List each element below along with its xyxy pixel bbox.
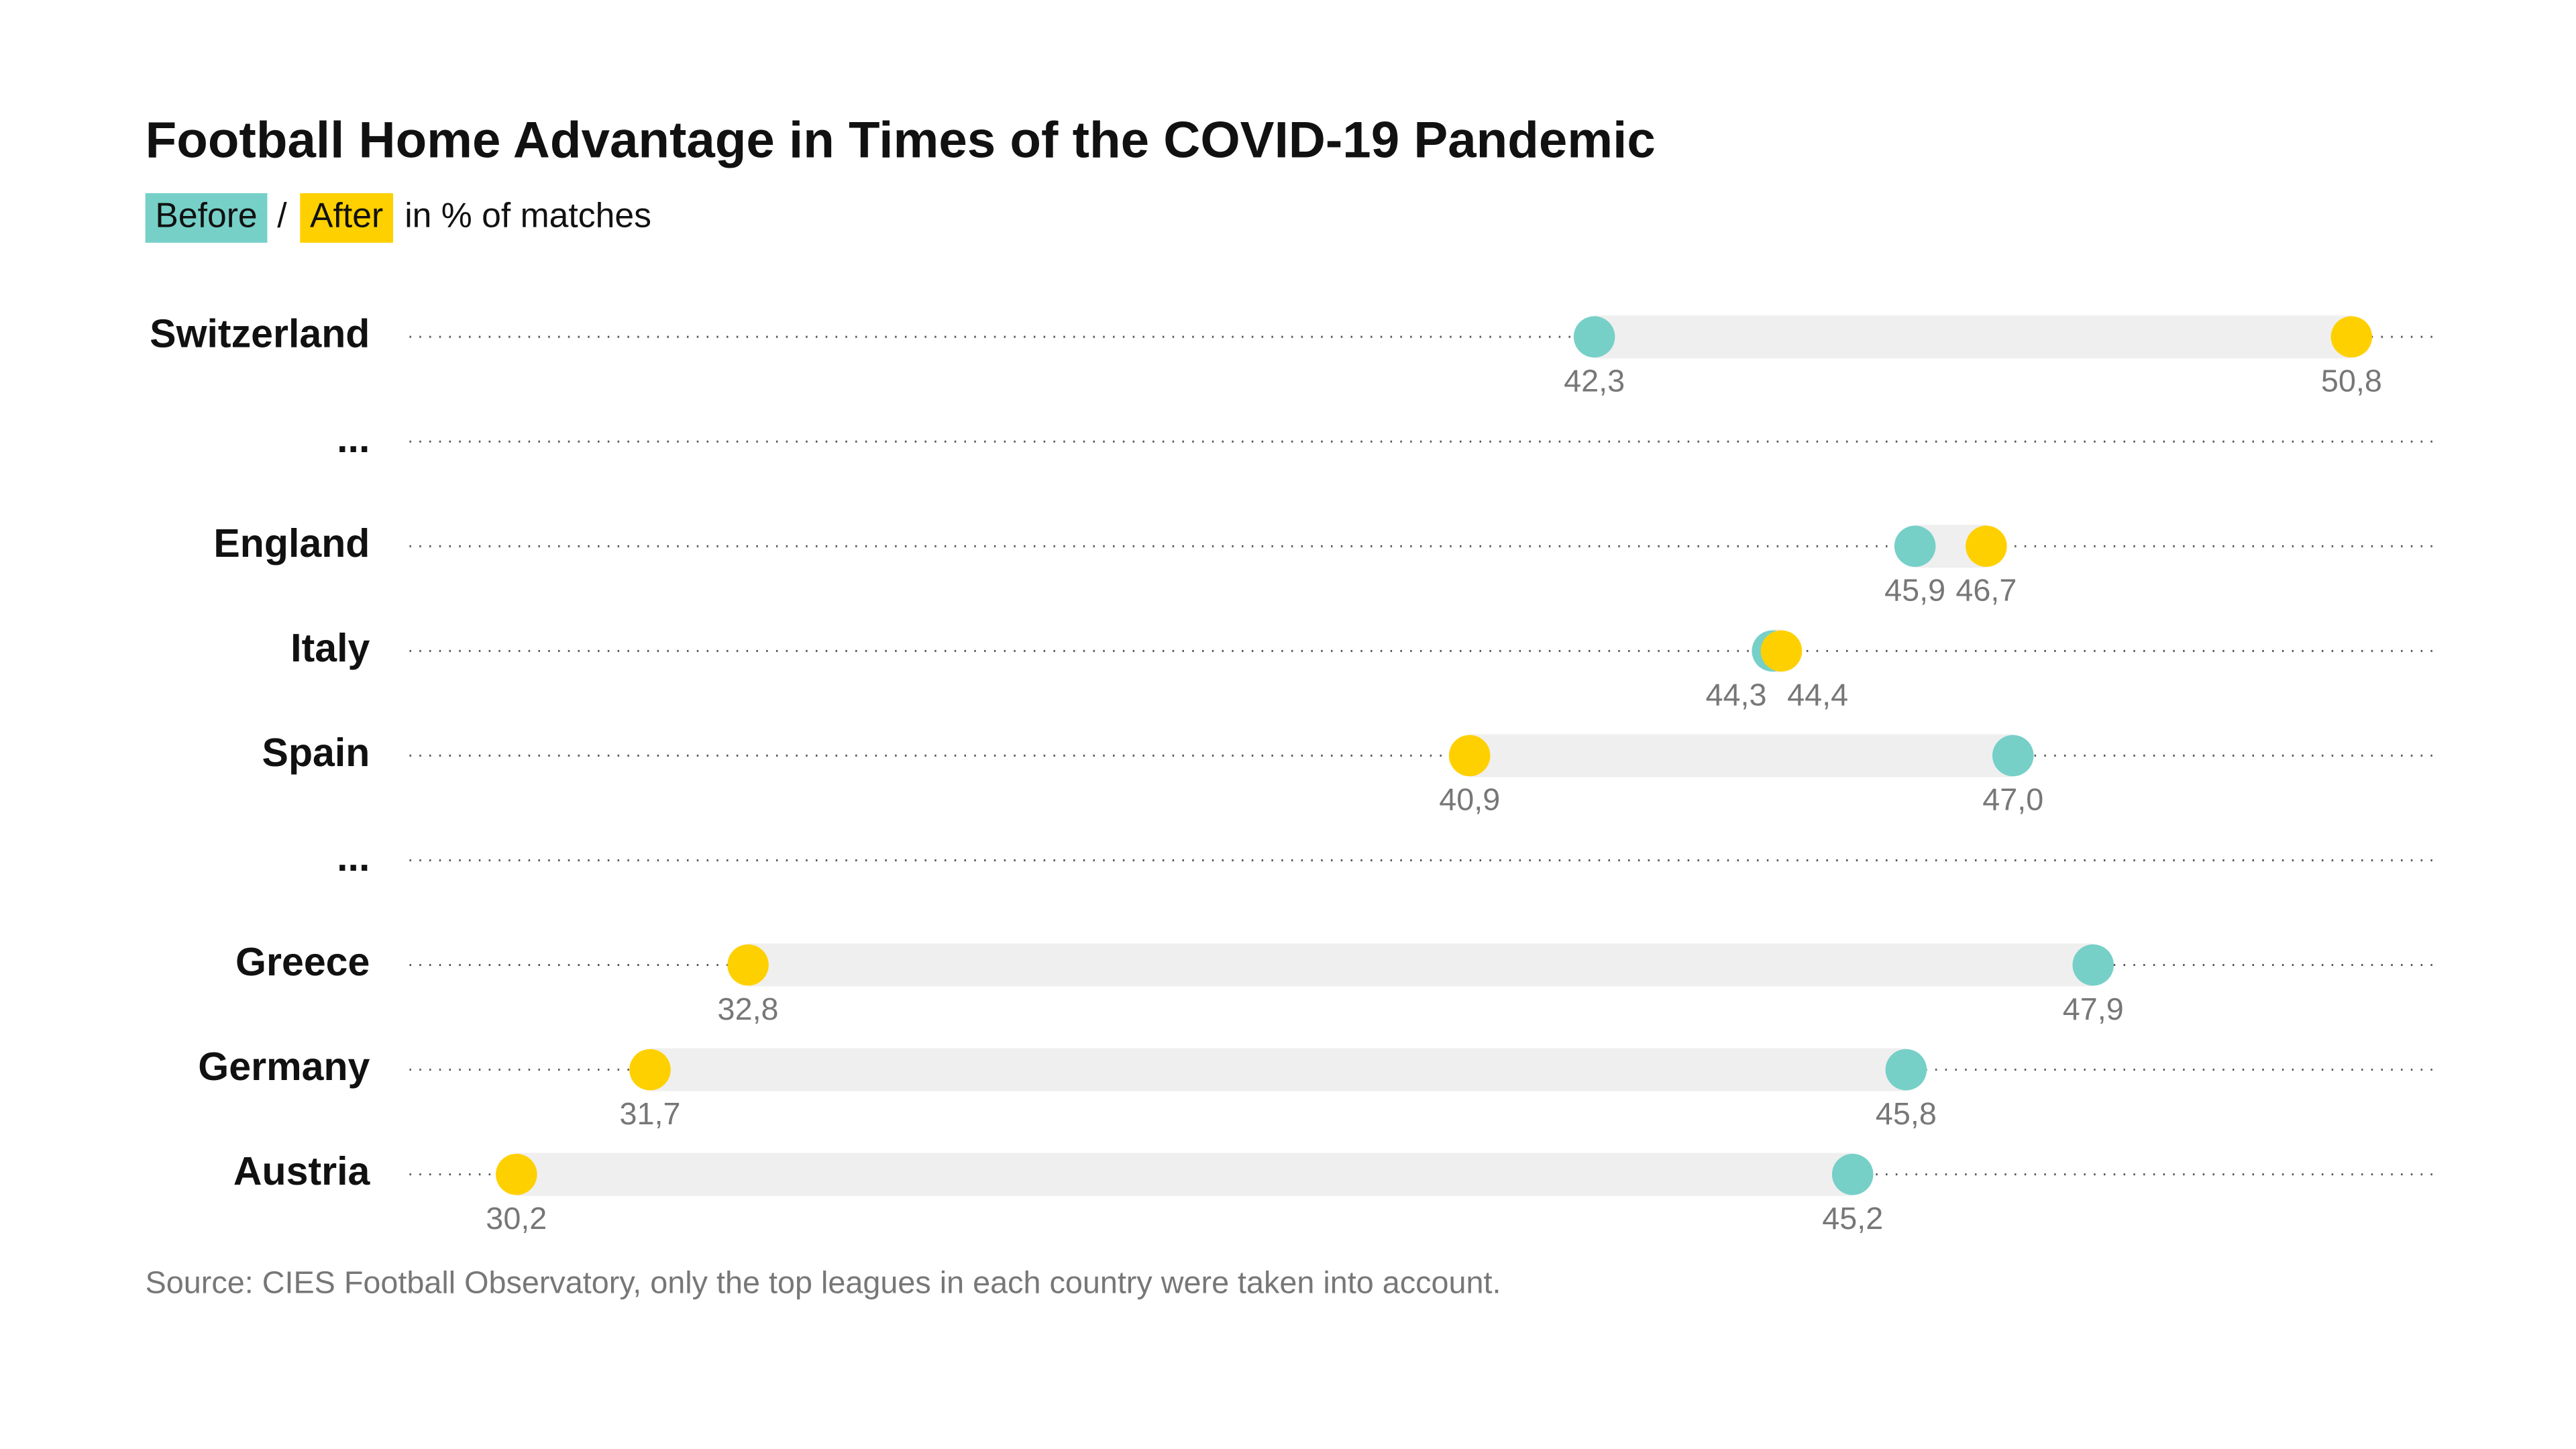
dot bbox=[1573, 316, 1615, 358]
category-label: ... bbox=[337, 835, 370, 879]
value-label: 44,4 bbox=[1787, 678, 1848, 712]
dot bbox=[1894, 525, 1936, 568]
range-bar bbox=[1469, 734, 2013, 777]
legend-label: After bbox=[310, 196, 383, 235]
value-label: 40,9 bbox=[1439, 782, 1500, 817]
value-label: 30,2 bbox=[486, 1201, 547, 1236]
value-label: 45,8 bbox=[1876, 1096, 1937, 1131]
category-label: Switzerland bbox=[150, 312, 370, 356]
category-label: ... bbox=[337, 417, 370, 461]
range-bar bbox=[650, 1048, 1907, 1091]
dot bbox=[2330, 316, 2373, 358]
range-bar bbox=[1594, 315, 2352, 359]
category-label: Spain bbox=[262, 731, 370, 775]
legend-separator: / bbox=[277, 196, 287, 235]
subtitle: in % of matches bbox=[405, 196, 651, 235]
legend: Before / After in % of matches bbox=[145, 193, 651, 243]
dot bbox=[629, 1049, 671, 1091]
dot bbox=[2072, 944, 2114, 986]
dot bbox=[727, 944, 769, 986]
dot bbox=[1831, 1153, 1874, 1195]
legend-swatch bbox=[145, 193, 268, 243]
range-bar bbox=[516, 1152, 1853, 1196]
category-label: Italy bbox=[290, 626, 370, 670]
chart-title: Football Home Advantage in Times of the … bbox=[146, 111, 1656, 168]
value-label: 32,8 bbox=[718, 991, 779, 1026]
value-label: 44,3 bbox=[1706, 678, 1767, 712]
dot bbox=[1966, 525, 2007, 568]
source: Source: CIES Football Observatory, only … bbox=[146, 1265, 1501, 1299]
value-label: 31,7 bbox=[620, 1096, 681, 1131]
value-label: 47,9 bbox=[2063, 991, 2124, 1026]
category-label: Germany bbox=[198, 1044, 370, 1089]
category-label: Greece bbox=[235, 940, 370, 984]
legend-swatch bbox=[300, 193, 393, 243]
value-label: 47,0 bbox=[1982, 782, 2043, 817]
value-label: 45,9 bbox=[1884, 573, 1945, 608]
value-label: 45,2 bbox=[1822, 1201, 1883, 1236]
value-label: 50,8 bbox=[2321, 363, 2382, 398]
dot bbox=[1448, 735, 1491, 777]
dot bbox=[1885, 1049, 1927, 1091]
dot bbox=[496, 1153, 537, 1195]
value-label: 42,3 bbox=[1564, 363, 1625, 398]
category-label: England bbox=[213, 521, 370, 566]
value-label: 46,7 bbox=[1955, 573, 2017, 608]
dot bbox=[1992, 735, 2034, 777]
dot bbox=[1760, 630, 1803, 672]
category-label: Austria bbox=[233, 1149, 371, 1193]
legend-label: Before bbox=[155, 196, 257, 235]
range-bar bbox=[748, 943, 2094, 987]
